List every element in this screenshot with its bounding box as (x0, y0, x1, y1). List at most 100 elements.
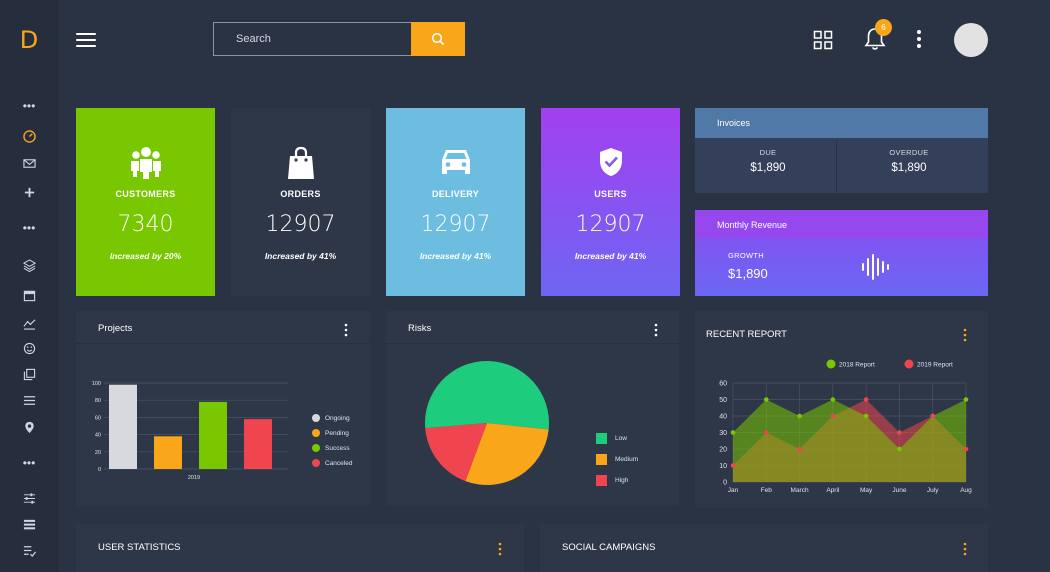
projects-title: Projects (98, 323, 133, 334)
more-options-icon[interactable] (913, 28, 925, 50)
data-point (730, 463, 736, 468)
divider (836, 140, 837, 192)
sidebar-trending-icon[interactable] (0, 313, 58, 333)
sidebar-menu-icon[interactable] (0, 514, 58, 534)
x-tick-label: June (892, 487, 906, 494)
legend-item-high: High (596, 475, 628, 486)
sidebar-location-icon[interactable] (0, 417, 58, 437)
social-campaigns-panel: SOCIAL CAMPAIGNS (540, 524, 988, 572)
x-tick-label: July (927, 487, 939, 494)
growth-label: GROWTH (728, 251, 764, 260)
legend-item-medium: Medium (596, 454, 638, 465)
y-tick-label: 20 (95, 450, 101, 456)
risks-panel: Risks Low Medium High (386, 311, 679, 506)
sidebar-checklist-icon[interactable] (0, 540, 58, 560)
y-tick-label: 0 (723, 480, 727, 487)
divider (386, 343, 679, 344)
revenue-title: Monthly Revenue (695, 210, 988, 238)
users-card[interactable]: USERS 12907 Increased by 41% (541, 108, 680, 296)
data-point (797, 446, 802, 452)
sidebar-smiley-icon[interactable] (0, 338, 58, 358)
sidebar-gamepad-icon[interactable] (0, 182, 58, 202)
sidebar-calendar-icon[interactable] (0, 285, 58, 305)
data-point (830, 413, 836, 419)
sidebar-sliders-icon[interactable] (0, 488, 58, 508)
due-label: DUE (759, 148, 777, 157)
user-avatar[interactable] (954, 23, 988, 57)
data-point (963, 446, 969, 452)
bar-pending (154, 436, 182, 469)
growth-value: $1,890 (728, 266, 768, 281)
legend-item-low: Low (596, 433, 627, 444)
bar-ongoing (109, 384, 137, 469)
y-tick-label: 20 (719, 447, 727, 454)
search-input[interactable] (214, 23, 411, 55)
legend-label: Ongoing (325, 414, 350, 422)
search-button[interactable] (411, 22, 465, 56)
sidebar-list-icon[interactable] (0, 390, 58, 410)
delivery-card[interactable]: DELIVERY 12907 Increased by 41% (386, 108, 525, 296)
user-statistics-panel: USER STATISTICS (76, 524, 524, 572)
orders-card[interactable]: ORDERS 12907 Increased by 41% (231, 108, 370, 296)
x-tick-label: April (826, 487, 840, 494)
hamburger-menu-icon[interactable] (76, 33, 96, 49)
user-statistics-more-icon[interactable] (498, 542, 502, 556)
y-tick-label: 50 (719, 397, 727, 404)
card-value: 12907 (265, 212, 336, 237)
recent-report-more-icon[interactable] (963, 328, 967, 342)
sidebar-dashboard-icon[interactable] (0, 126, 58, 146)
data-point (897, 446, 902, 452)
pie-slice-low (425, 360, 549, 430)
card-note: Increased by 41% (264, 251, 337, 261)
legend-label: Success (325, 444, 350, 452)
legend-dot (312, 429, 320, 437)
shield-check-icon (599, 148, 622, 176)
monthly-revenue-card[interactable]: Monthly Revenue GROWTH $1,890 (695, 210, 988, 296)
customers-card[interactable]: CUSTOMERS 7340 Increased by 20% (76, 108, 215, 296)
recent-report-area-chart: 0 10 20 30 40 50 60 Jan Feb March April May June July… (719, 359, 972, 494)
risks-more-icon[interactable] (654, 323, 658, 337)
search-box (213, 22, 411, 56)
card-label: CUSTOMERS (115, 189, 176, 199)
sidebar-layers-icon[interactable] (0, 255, 58, 275)
legend-label: 2019 Report (917, 362, 953, 369)
card-label: DELIVERY (431, 189, 480, 199)
sidebar-copy-icon[interactable] (0, 364, 58, 384)
card-label: ORDERS (280, 189, 321, 199)
data-point (830, 397, 836, 402)
sidebar-more-icon-2[interactable]: ••• (22, 221, 36, 235)
apps-grid-icon[interactable] (813, 30, 833, 50)
legend-swatch (596, 475, 607, 486)
sidebar-more-icon-3[interactable]: ••• (22, 456, 36, 470)
legend-swatch (596, 433, 607, 444)
sidebar-mail-icon[interactable] (0, 153, 58, 173)
sound-wave-icon (862, 254, 889, 280)
data-point (763, 397, 769, 402)
logo[interactable]: D (19, 26, 39, 54)
legend-dot (312, 414, 320, 422)
legend-item-canceled: Canceled (312, 459, 352, 467)
top-bar (58, 0, 1050, 84)
users-icon (130, 147, 161, 179)
legend-item-ongoing: Ongoing (312, 414, 350, 422)
car-icon (441, 150, 470, 174)
social-campaigns-more-icon[interactable] (963, 542, 967, 556)
card-value: 12907 (420, 212, 491, 237)
due-value: $1,890 (750, 162, 786, 174)
sidebar-more-icon[interactable]: ••• (22, 99, 36, 113)
legend-dot (904, 359, 914, 369)
pie-slice-medium (465, 423, 549, 485)
notification-badge: 6 (875, 19, 892, 36)
data-point (863, 397, 869, 402)
recent-report-title: RECENT REPORT (706, 329, 787, 340)
invoices-card[interactable]: Invoices DUE $1,890 OVERDUE $1,890 (695, 108, 988, 193)
card-label: USERS (594, 189, 627, 199)
y-tick-label: 40 (719, 414, 727, 421)
x-tick-label: Feb (761, 487, 773, 494)
projects-more-icon[interactable] (344, 323, 348, 337)
data-point (963, 397, 969, 402)
legend-label: 2018 Report (839, 362, 875, 369)
card-note: Increased by 41% (419, 251, 492, 261)
data-point (797, 413, 802, 419)
risks-title: Risks (408, 323, 432, 334)
